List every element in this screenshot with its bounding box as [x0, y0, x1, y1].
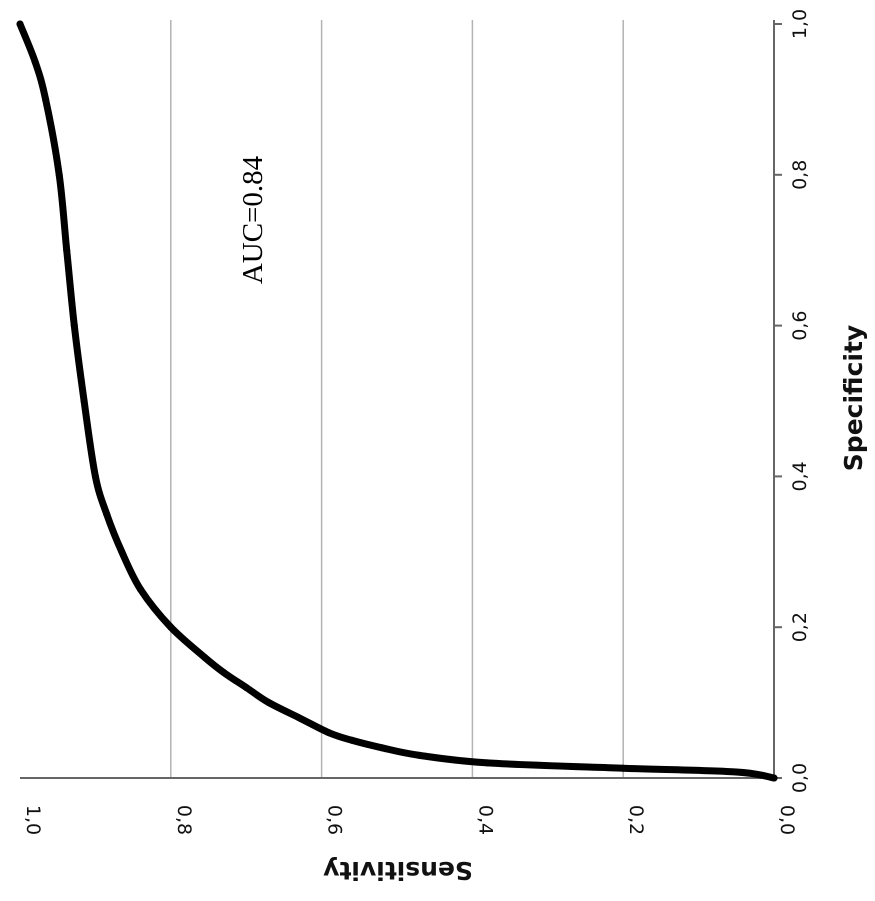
x-tick-label: 0,8 [789, 160, 811, 190]
roc-point [42, 95, 50, 103]
x-tick-label: 0,0 [789, 763, 811, 793]
roc-point [416, 751, 424, 759]
roc-point [770, 774, 778, 782]
y-tick-label: 0,6 [324, 805, 346, 835]
roc-point [103, 510, 111, 518]
roc-point [619, 764, 627, 772]
roc-point [484, 759, 491, 767]
x-tick-label: 0,4 [789, 461, 811, 491]
axis-layer [20, 20, 775, 779]
y-tick-label: 1,0 [22, 805, 44, 835]
roc-point [118, 548, 126, 556]
y-tick-label: 0,2 [625, 805, 647, 835]
roc-point [63, 246, 71, 254]
roc-point [265, 699, 273, 707]
x-axis-title: Specificity [839, 325, 868, 471]
roc-point [220, 668, 228, 676]
roc-point [91, 472, 99, 480]
y-axis-title: Sensitivity [323, 856, 473, 885]
roc-point [70, 322, 78, 330]
roc-point [137, 586, 145, 593]
roc-point [732, 768, 740, 776]
x-tick-label: 0,2 [789, 612, 811, 642]
x-tick-label: 1,0 [789, 9, 811, 39]
auc-annotation: AUC=0.84 [237, 155, 269, 284]
roc-curve-series [16, 20, 778, 782]
y-tick-layer: 0,0 0,2 0,4 0,6 0,8 1,0 [22, 805, 798, 835]
x-tick-layer: 0,0 0,2 0,4 0,6 0,8 1,0 [774, 9, 811, 793]
roc-point [242, 684, 250, 691]
roc-point [295, 714, 303, 722]
x-tick-label: 0,6 [789, 310, 811, 340]
roc-point [31, 58, 39, 66]
roc-point [167, 623, 175, 631]
y-tick-label: 0,0 [776, 805, 798, 835]
grid-layer [170, 20, 624, 778]
roc-point [55, 171, 63, 179]
roc-point [325, 729, 333, 737]
roc-point [348, 736, 356, 744]
roc-point [16, 20, 24, 28]
y-tick-label: 0,8 [173, 805, 195, 835]
y-tick-label: 0,4 [474, 805, 496, 835]
roc-point [201, 653, 209, 661]
roc-point [378, 744, 386, 752]
point-layer [16, 20, 778, 782]
roc-point [80, 397, 88, 405]
